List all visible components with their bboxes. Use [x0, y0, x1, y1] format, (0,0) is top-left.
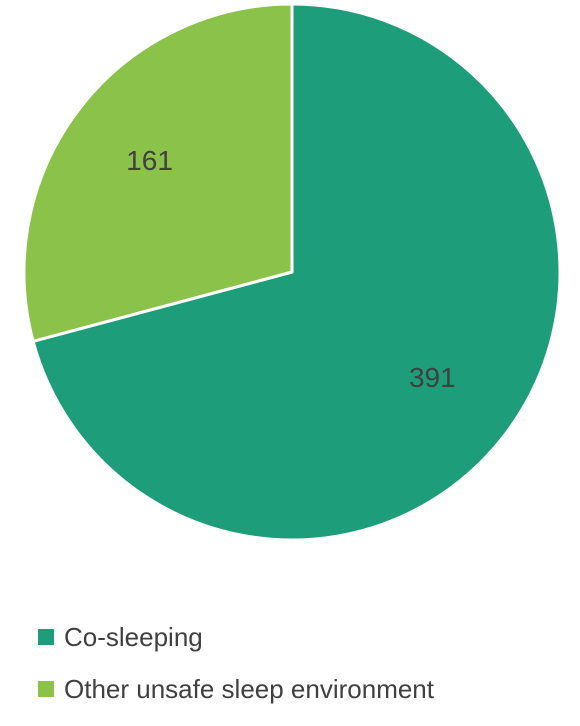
pie-chart: 391 161 — [22, 2, 562, 542]
pie-slice-other-unsafe-sleep-environment — [22, 2, 294, 343]
pie-slice-co-sleeping — [31, 2, 562, 542]
data-label-co-sleeping: 391 — [409, 362, 456, 393]
chart-legend: Co-sleeping Other unsafe sleep environme… — [38, 622, 434, 726]
legend-label-co-sleeping: Co-sleeping — [64, 621, 203, 652]
data-label-other-unsafe-sleep-environment: 161 — [126, 145, 173, 176]
legend-item-co-sleeping: Co-sleeping — [38, 622, 434, 652]
legend-label-other-unsafe-sleep-environment: Other unsafe sleep environment — [64, 673, 434, 704]
legend-swatch-other-unsafe-sleep-environment — [38, 681, 54, 697]
legend-item-other-unsafe-sleep-environment: Other unsafe sleep environment — [38, 674, 434, 704]
legend-swatch-co-sleeping — [38, 629, 54, 645]
